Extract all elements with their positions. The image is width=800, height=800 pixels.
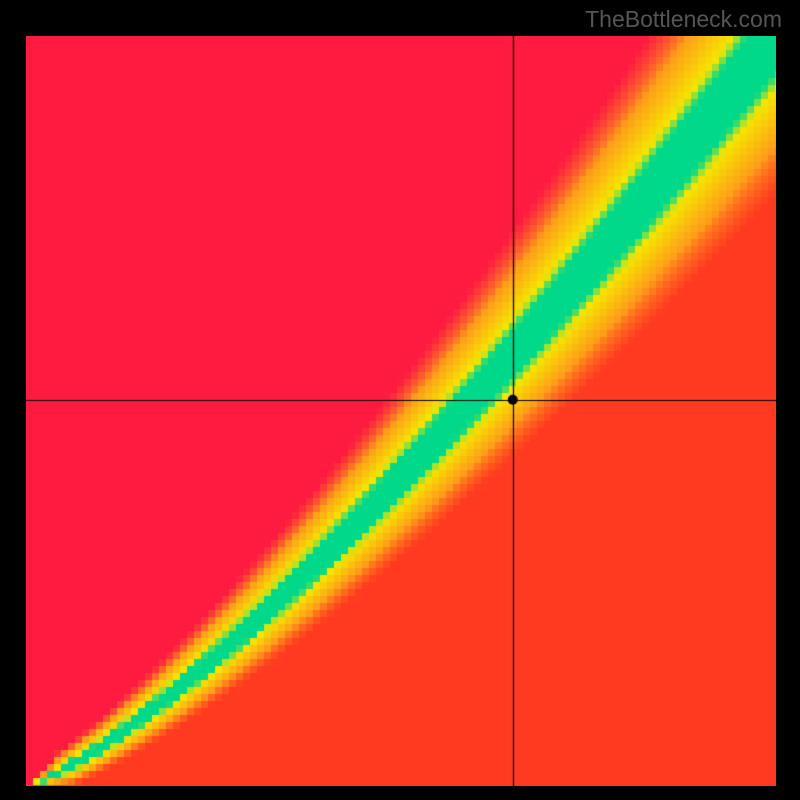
bottleneck-heatmap	[26, 36, 776, 786]
watermark-text: TheBottleneck.com	[585, 6, 782, 33]
chart-container: TheBottleneck.com	[0, 0, 800, 800]
